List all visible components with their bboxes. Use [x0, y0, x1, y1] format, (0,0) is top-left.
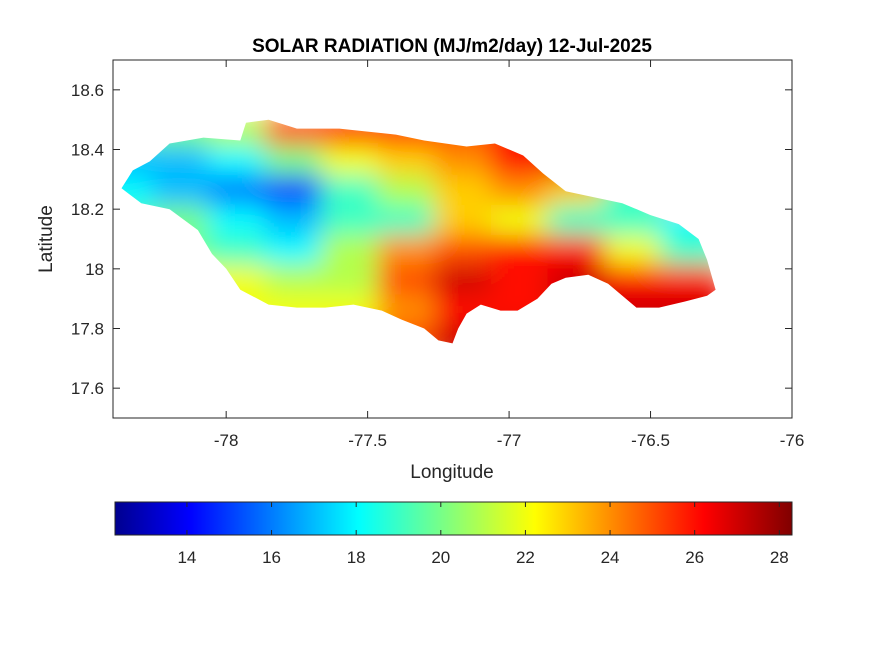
y-tick-label: 18.6: [71, 81, 104, 100]
colorbar-tick-label: 24: [601, 548, 620, 567]
colorbar-tick-label: 14: [177, 548, 196, 567]
colorbar: 14 16 18 20 22 24 26 28: [114, 501, 793, 567]
x-tick-label: -77.5: [348, 431, 387, 450]
colorbar-tick-label: 16: [262, 548, 281, 567]
x-tick-label: -76.5: [631, 431, 670, 450]
axes-box: [112, 59, 793, 419]
y-tick-label: 17.8: [71, 320, 104, 339]
colorbar-gradient: [114, 501, 793, 536]
chart-title: SOLAR RADIATION (MJ/m2/day) 12-Jul-2025: [252, 36, 652, 57]
y-axis-label: Latitude: [36, 205, 57, 273]
colorbar-tick-label: 26: [685, 548, 704, 567]
x-axis-label: Longitude: [410, 462, 493, 483]
colorbar-tick-label: 18: [347, 548, 366, 567]
x-tick-label: -77: [497, 431, 522, 450]
y-tick-label: 18.4: [71, 141, 104, 160]
y-tick-label: 18: [85, 260, 104, 279]
x-axis: -78 -77.5 -77 -76.5 -76: [214, 60, 804, 450]
x-tick-label: -76: [780, 431, 805, 450]
y-axis: 17.6 17.8 18 18.2 18.4 18.6: [71, 81, 792, 398]
x-tick-label: -78: [214, 431, 239, 450]
y-tick-label: 18.2: [71, 200, 104, 219]
colorbar-tick-label: 20: [431, 548, 450, 567]
colorbar-tick-label: 22: [516, 548, 535, 567]
y-tick-label: 17.6: [71, 379, 104, 398]
colorbar-tick-label: 28: [770, 548, 789, 567]
